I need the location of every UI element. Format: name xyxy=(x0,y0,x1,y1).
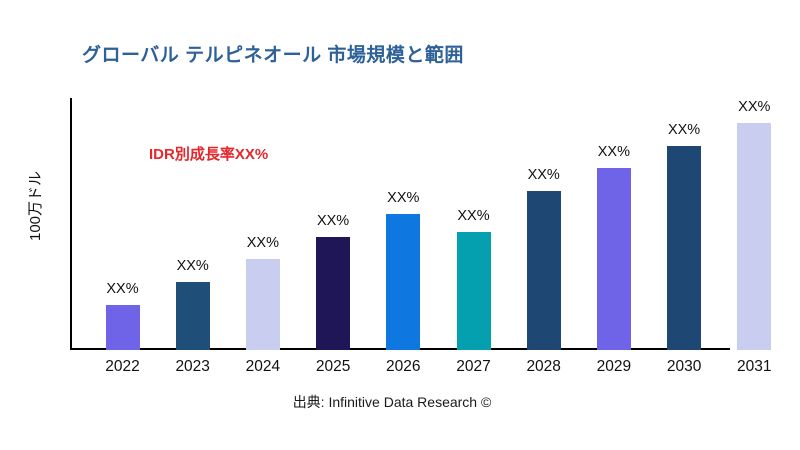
bar-column-2024: XX% 2024 xyxy=(228,235,298,375)
x-tick-label-2024: 2024 xyxy=(245,358,281,375)
bar-column-2027: XX% 2027 xyxy=(439,207,509,375)
x-tick-label-2031: 2031 xyxy=(737,358,772,375)
bar-2022 xyxy=(105,304,140,350)
x-tick-label-2023: 2023 xyxy=(175,358,210,375)
bar-2028 xyxy=(526,191,561,350)
x-tick-label-2025: 2025 xyxy=(315,358,351,375)
bar-column-2022: XX% 2022 xyxy=(88,280,158,375)
x-tick-label-2030: 2030 xyxy=(666,358,702,375)
growth-rate-annotation: IDR別成長率XX% xyxy=(149,146,269,163)
bar-column-2026: XX% 2026 xyxy=(368,189,438,375)
bar-column-2031: XX% 2031 xyxy=(719,99,789,375)
bar-2029 xyxy=(596,168,631,350)
x-tick-label-2026: 2026 xyxy=(386,358,421,375)
bar-value-label-2022: XX% xyxy=(106,280,139,297)
bar-2023 xyxy=(175,281,210,350)
x-tick-label-2029: 2029 xyxy=(596,358,632,375)
bar-2030 xyxy=(667,145,702,350)
bar-column-2029: XX% 2029 xyxy=(579,144,649,375)
bar-2027 xyxy=(456,231,491,350)
bar-2031 xyxy=(737,123,772,350)
bar-value-label-2030: XX% xyxy=(667,121,701,138)
bar-2026 xyxy=(386,213,421,350)
bar-2024 xyxy=(245,259,280,350)
bar-value-label-2025: XX% xyxy=(316,212,350,229)
bar-column-2030: XX% 2030 xyxy=(649,121,719,375)
y-axis-line xyxy=(70,98,72,350)
bar-value-label-2023: XX% xyxy=(176,257,209,274)
bar-column-2025: XX% 2025 xyxy=(298,212,368,376)
bar-value-label-2027: XX% xyxy=(457,207,490,224)
x-tick-label-2027: 2027 xyxy=(456,358,491,375)
bar-value-label-2028: XX% xyxy=(527,167,560,184)
source-credit: 出典: Infinitive Data Research © xyxy=(292,394,492,410)
bar-value-label-2031: XX% xyxy=(738,99,771,115)
chart-title: グローバル テルピネオール 市場規模と範囲 xyxy=(82,45,464,66)
x-tick-label-2028: 2028 xyxy=(526,358,561,375)
bar-column-2023: XX% 2023 xyxy=(158,257,228,375)
bar-value-label-2029: XX% xyxy=(597,144,631,161)
bar-value-label-2024: XX% xyxy=(246,235,280,252)
x-tick-label-2022: 2022 xyxy=(105,358,140,375)
bar-column-2028: XX% 2028 xyxy=(509,167,579,375)
bar-2025 xyxy=(316,236,351,350)
bar-value-label-2026: XX% xyxy=(387,189,420,206)
